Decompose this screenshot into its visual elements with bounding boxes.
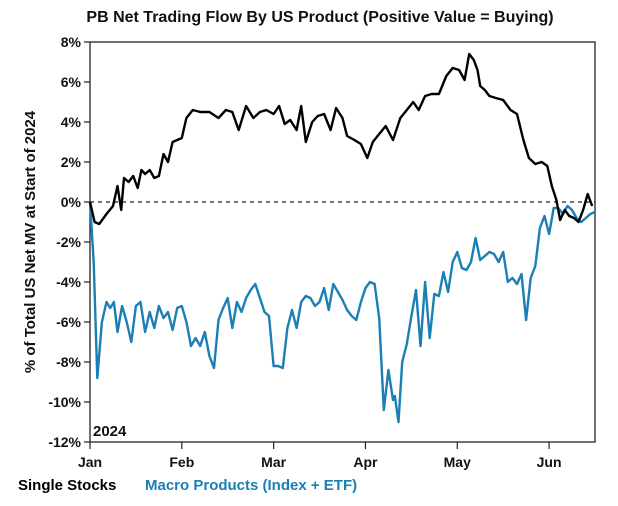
y-tick-label: -12% [48, 434, 81, 450]
legend-entry-single-stocks: Single Stocks [18, 477, 116, 494]
y-tick-label: -10% [48, 394, 81, 410]
plot-frame [89, 41, 596, 443]
x-tick-label: Apr [353, 454, 378, 470]
y-tick-label: 6% [61, 74, 82, 90]
y-axis-label: % of Total US Net MV at Start of 2024 [22, 110, 39, 373]
y-tick-label: -4% [56, 274, 81, 290]
y-tick-label: 4% [61, 114, 82, 130]
year-label: 2024 [93, 423, 127, 440]
x-tick-label: Feb [169, 454, 194, 470]
x-tick-label: May [444, 454, 471, 470]
x-tick-label: Mar [261, 454, 286, 470]
y-tick-label: 0% [61, 194, 82, 210]
series-macro-products [88, 201, 596, 424]
chart-title: PB Net Trading Flow By US Product (Posit… [86, 9, 553, 26]
y-tick-label: -6% [56, 314, 81, 330]
legend-entry-macro-products: Macro Products (Index + ETF) [145, 477, 357, 494]
series-single-stocks [88, 52, 594, 226]
y-tick-label: 2% [61, 154, 82, 170]
y-tick-label: -2% [56, 234, 81, 250]
x-tick-label: Jan [78, 454, 102, 470]
y-tick-label: -8% [56, 354, 81, 370]
y-tick-label: 8% [61, 34, 82, 50]
x-tick-label: Jun [537, 454, 562, 470]
